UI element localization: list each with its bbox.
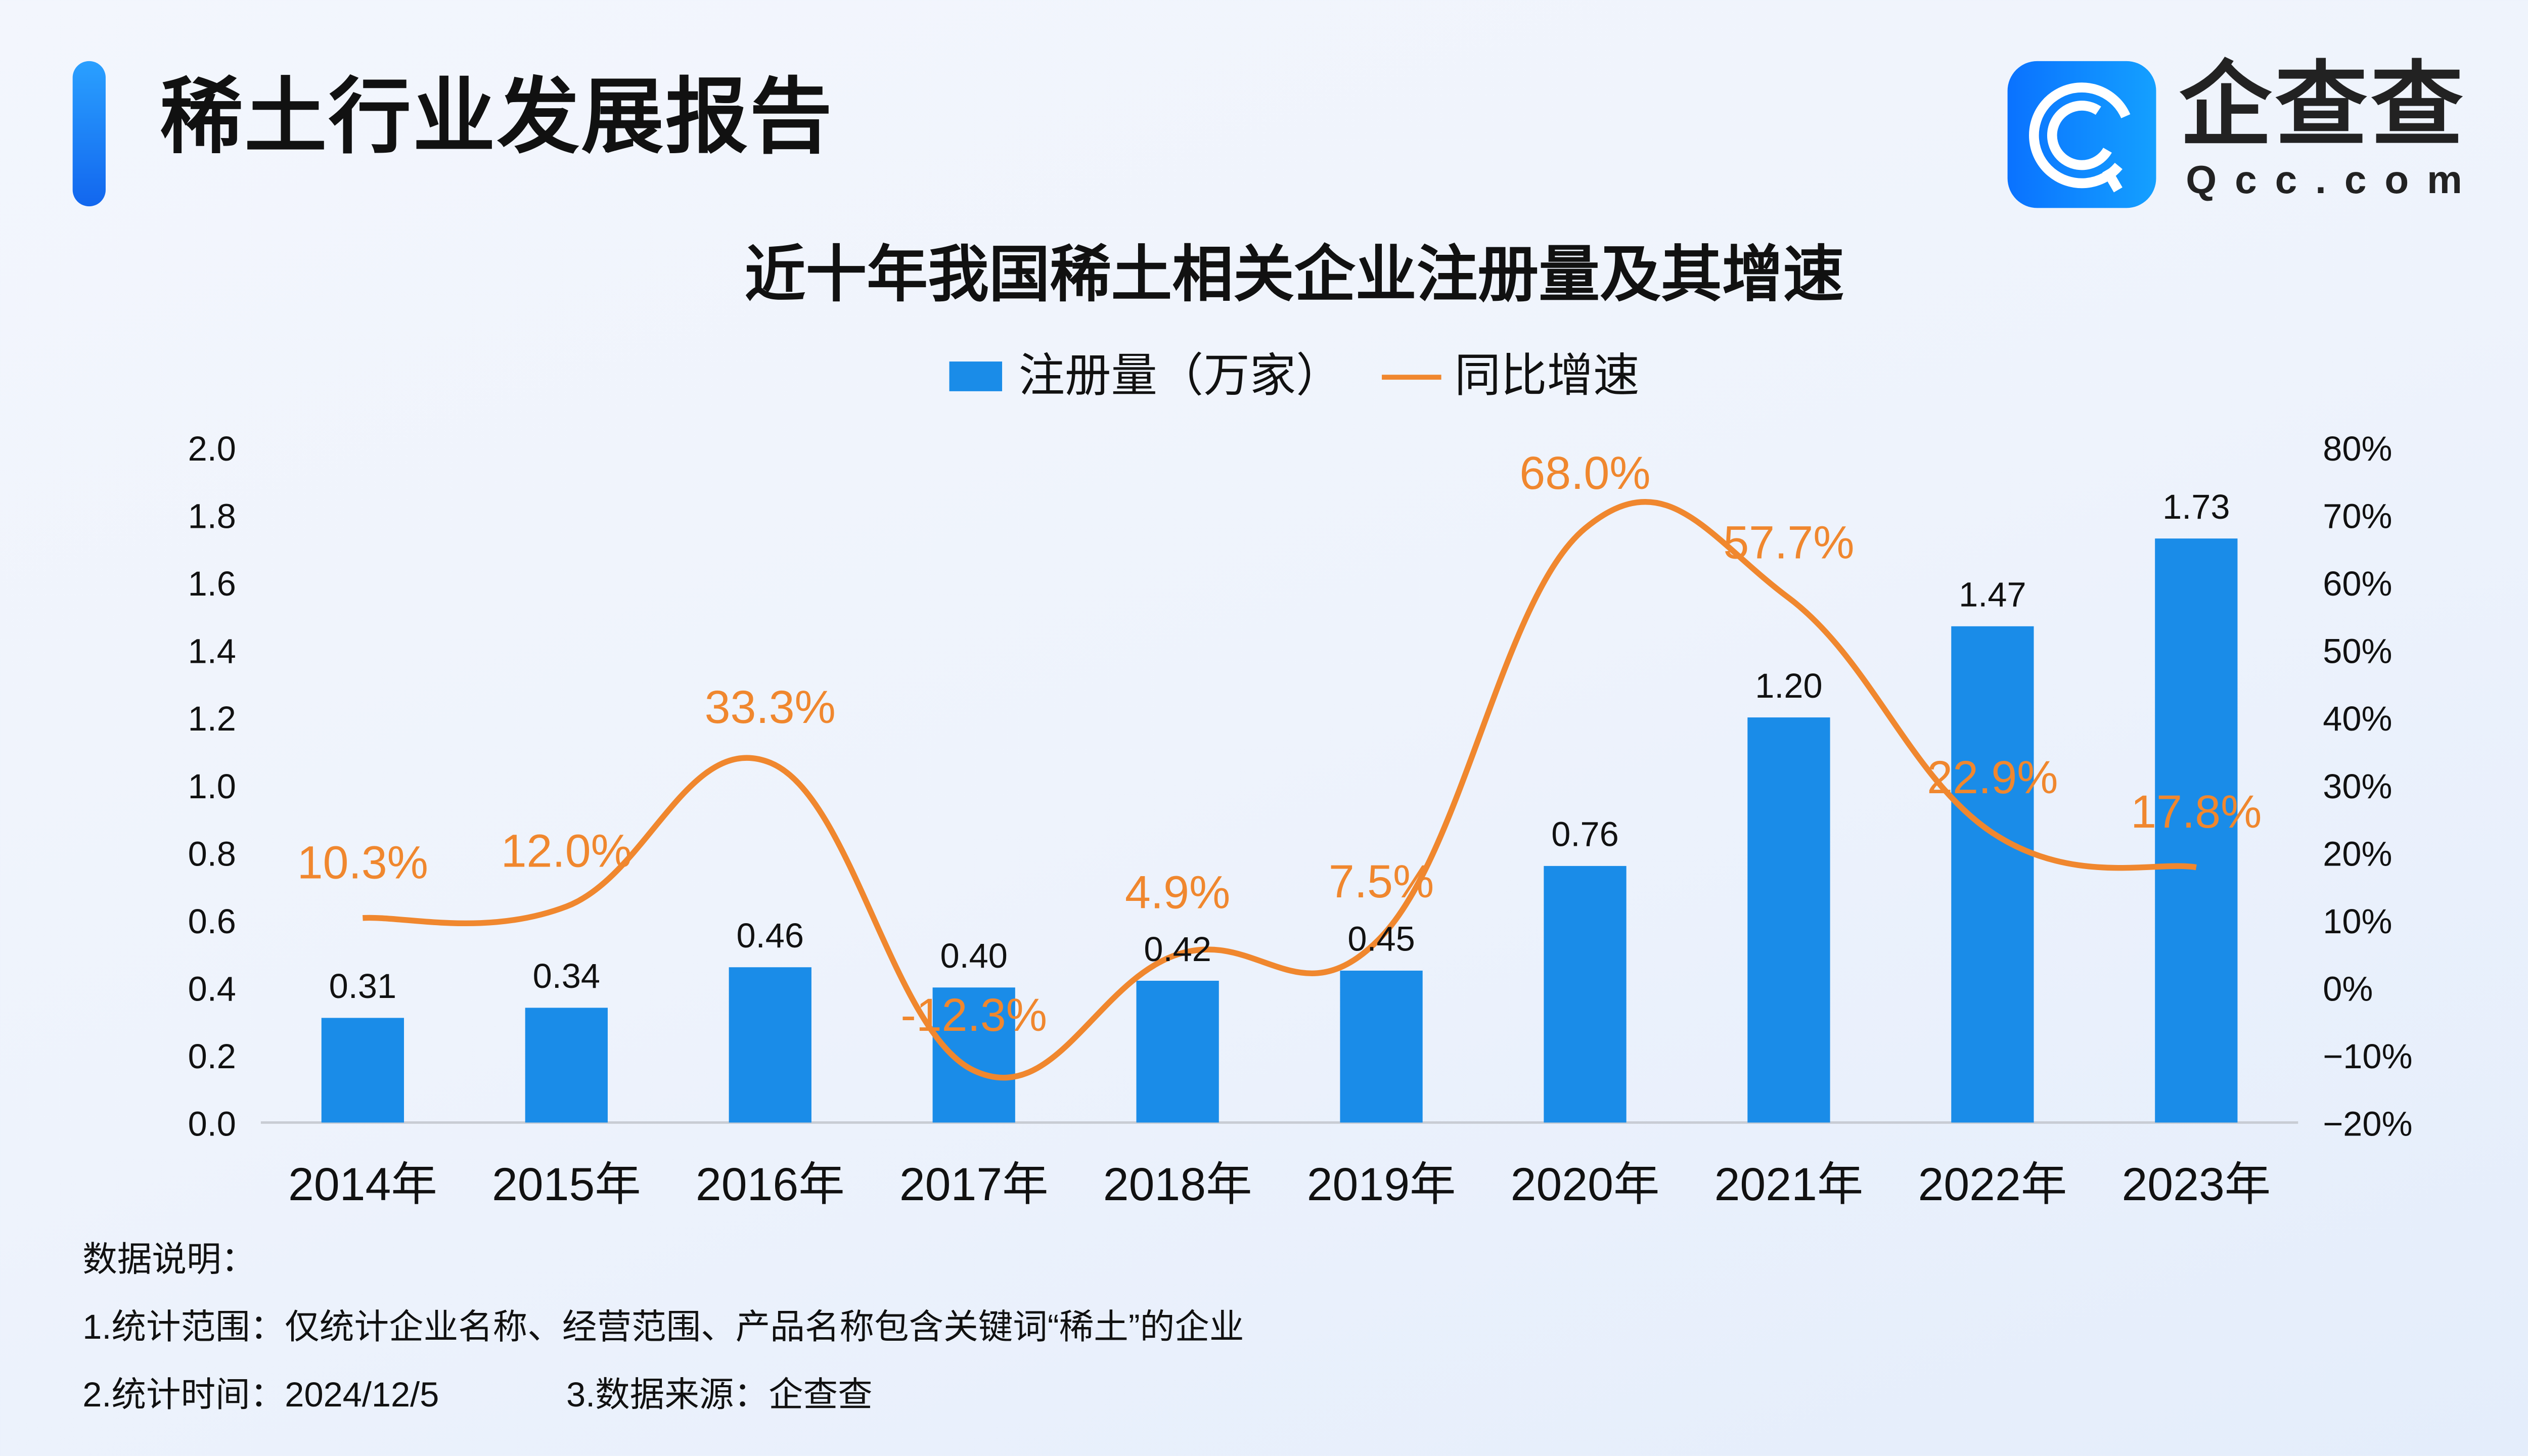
bar xyxy=(2155,538,2238,1123)
notes-source: 3.数据来源：企查查 xyxy=(566,1377,873,1415)
bar xyxy=(1136,980,1219,1123)
bar xyxy=(1747,717,1830,1123)
logo-domain: Qcc.com xyxy=(2186,158,2480,203)
y-right-tick-label: 30% xyxy=(2323,767,2392,806)
x-tick-label: 2018年 xyxy=(1103,1159,1252,1210)
accent-bar xyxy=(72,61,106,207)
bar xyxy=(1544,866,1627,1123)
legend: 注册量（万家） 同比增速 xyxy=(0,350,2528,403)
growth-value-label: 33.3% xyxy=(705,681,836,733)
bar xyxy=(525,1008,608,1123)
y-left-tick-label: 1.8 xyxy=(188,497,236,536)
bar xyxy=(729,967,811,1123)
bar-value-label: 0.40 xyxy=(940,936,1007,975)
bar-value-label: 0.31 xyxy=(329,967,396,1006)
y-left-tick-label: 0.8 xyxy=(188,834,236,873)
x-tick-label: 2016年 xyxy=(696,1159,845,1210)
y-left-tick-label: 1.6 xyxy=(188,564,236,603)
x-tick-label: 2021年 xyxy=(1714,1159,1864,1210)
x-tick-label: 2022年 xyxy=(1918,1159,2067,1210)
bar-value-label: 0.46 xyxy=(737,916,804,955)
growth-value-label: 68.0% xyxy=(1519,447,1650,499)
y-left-tick-label: 1.4 xyxy=(188,632,236,671)
y-right-tick-label: 0% xyxy=(2323,969,2373,1008)
legend-bar-label: 注册量（万家） xyxy=(1018,350,1342,401)
x-tick-label: 2020年 xyxy=(1511,1159,1660,1210)
y-right-tick-label: 80% xyxy=(2323,429,2392,468)
bar xyxy=(321,1018,404,1123)
bar-value-label: 1.20 xyxy=(1755,666,1822,705)
notes-heading: 数据说明： xyxy=(82,1241,256,1280)
y-left-tick-label: 0.4 xyxy=(188,969,236,1008)
bar xyxy=(1951,626,2034,1123)
chart-title: 近十年我国稀土相关企业注册量及其增速 xyxy=(744,241,1844,309)
logo-text: 企查查 xyxy=(2179,53,2467,157)
bar xyxy=(932,987,1015,1123)
qcc-logo-icon xyxy=(2007,61,2156,208)
x-tick-label: 2014年 xyxy=(288,1159,437,1210)
growth-value-label: 17.8% xyxy=(2131,786,2262,838)
x-tick-label: 2019年 xyxy=(1307,1159,1456,1210)
growth-value-label: 22.9% xyxy=(1927,752,2058,803)
legend-line-label: 同比增速 xyxy=(1454,350,1640,401)
y-right-tick-label: −10% xyxy=(2323,1037,2412,1076)
y-right-tick-label: 40% xyxy=(2323,699,2392,738)
bar-value-label: 1.73 xyxy=(2162,487,2230,526)
y-right-tick-label: −20% xyxy=(2323,1105,2412,1144)
y-left-tick-label: 1.0 xyxy=(188,767,236,806)
bar-value-label: 0.42 xyxy=(1144,930,1211,969)
notes-scope: 1.统计范围：仅统计企业名称、经营范围、产品名称包含关键词“稀土”的企业 xyxy=(82,1309,1244,1347)
growth-value-label: 4.9% xyxy=(1125,867,1230,918)
bar xyxy=(1340,970,1423,1123)
y-right-tick-label: 70% xyxy=(2323,497,2392,536)
y-left-tick-label: 0.0 xyxy=(188,1105,236,1144)
y-right-tick-label: 60% xyxy=(2323,564,2392,603)
x-tick-label: 2017年 xyxy=(899,1159,1049,1210)
bar-value-label: 0.76 xyxy=(1551,815,1618,854)
y-right-tick-label: 10% xyxy=(2323,902,2392,941)
bar-value-label: 0.45 xyxy=(1347,920,1415,959)
growth-value-label: 7.5% xyxy=(1329,856,1434,907)
y-left-tick-label: 0.2 xyxy=(188,1037,236,1076)
x-tick-label: 2015年 xyxy=(492,1159,641,1210)
bar-value-label: 1.47 xyxy=(1959,575,2026,614)
y-left-tick-label: 2.0 xyxy=(188,429,236,468)
x-tick-label: 2023年 xyxy=(2121,1159,2271,1210)
y-left-tick-label: 1.2 xyxy=(188,699,236,738)
report-title: 稀土行业发展报告 xyxy=(160,71,834,164)
bar-value-label: 0.34 xyxy=(533,957,600,995)
legend-line-swatch xyxy=(1382,374,1441,380)
growth-value-label: -12.3% xyxy=(900,989,1047,1041)
y-right-tick-label: 50% xyxy=(2323,632,2392,671)
y-right-tick-label: 20% xyxy=(2323,834,2392,873)
notes-date: 2.统计时间：2024/12/5 xyxy=(82,1377,439,1415)
y-left-tick-label: 0.6 xyxy=(188,902,236,941)
growth-line xyxy=(363,498,2197,1081)
growth-value-label: 57.7% xyxy=(1723,517,1854,568)
legend-bar-swatch xyxy=(949,362,1002,392)
growth-value-label: 10.3% xyxy=(297,837,428,888)
growth-value-label: 12.0% xyxy=(501,826,632,877)
